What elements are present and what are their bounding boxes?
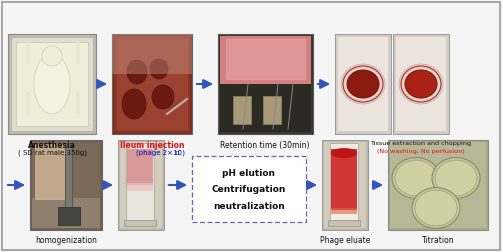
Bar <box>66 145 72 225</box>
Bar <box>126 143 154 225</box>
Bar <box>112 35 192 135</box>
Bar <box>120 142 162 228</box>
Bar <box>331 149 357 210</box>
Text: Titration: Titration <box>422 235 454 244</box>
FancyBboxPatch shape <box>192 156 306 222</box>
Text: neutralization: neutralization <box>213 201 285 210</box>
Bar <box>8 35 96 135</box>
Ellipse shape <box>341 65 385 105</box>
Ellipse shape <box>405 71 437 99</box>
Text: Anesthesia: Anesthesia <box>28 140 76 149</box>
Bar <box>328 220 360 226</box>
Bar <box>263 97 281 124</box>
Bar <box>11 38 93 132</box>
Text: 11: 11 <box>174 150 180 155</box>
Bar <box>338 38 388 132</box>
Ellipse shape <box>150 60 168 80</box>
Bar <box>76 93 80 115</box>
Bar <box>388 140 488 230</box>
Polygon shape <box>117 40 187 130</box>
Bar <box>32 142 100 228</box>
Text: Ileum injection: Ileum injection <box>120 140 184 149</box>
Ellipse shape <box>392 158 440 199</box>
Text: ( SD rat male,350g): ( SD rat male,350g) <box>18 148 87 155</box>
Text: (No washing, No perfusion): (No washing, No perfusion) <box>377 148 465 153</box>
Bar <box>58 207 80 225</box>
Bar <box>16 43 88 127</box>
Bar <box>322 140 368 230</box>
Bar <box>65 145 73 225</box>
Bar <box>233 97 251 124</box>
Bar <box>393 35 449 135</box>
Bar <box>220 85 311 133</box>
Bar <box>26 93 30 115</box>
Text: (phage 2×10: (phage 2×10 <box>136 148 182 155</box>
Bar <box>331 208 357 214</box>
Polygon shape <box>226 40 305 80</box>
Bar <box>220 37 311 85</box>
Ellipse shape <box>127 61 147 85</box>
Text: homogenization: homogenization <box>35 235 97 244</box>
Bar <box>127 183 153 191</box>
Bar <box>114 37 190 133</box>
Bar <box>390 142 486 228</box>
Ellipse shape <box>412 188 460 229</box>
Ellipse shape <box>415 191 457 226</box>
Bar <box>26 43 30 65</box>
Text: pH elution: pH elution <box>222 168 276 177</box>
Bar <box>127 149 153 185</box>
Bar <box>118 140 164 230</box>
Ellipse shape <box>347 71 379 99</box>
Ellipse shape <box>395 161 437 196</box>
Bar <box>112 35 192 75</box>
Ellipse shape <box>331 148 357 158</box>
Ellipse shape <box>399 65 443 105</box>
Bar <box>335 35 391 135</box>
Bar <box>330 143 358 225</box>
Text: Phage eluate: Phage eluate <box>320 235 370 244</box>
Text: Retention time (30min): Retention time (30min) <box>220 140 310 149</box>
Ellipse shape <box>122 90 146 119</box>
Bar <box>35 144 65 200</box>
Ellipse shape <box>42 47 62 67</box>
Bar <box>218 35 313 135</box>
Ellipse shape <box>435 161 477 196</box>
Bar <box>32 198 100 228</box>
Bar <box>396 38 446 132</box>
Text: ): ) <box>180 148 185 155</box>
Bar <box>324 142 366 228</box>
Bar <box>30 140 102 230</box>
Ellipse shape <box>34 55 70 115</box>
Text: Tissue extraction and chopping: Tissue extraction and chopping <box>370 140 471 145</box>
Text: Centrifugation: Centrifugation <box>212 185 286 194</box>
Bar <box>76 43 80 65</box>
Bar <box>124 220 156 226</box>
FancyBboxPatch shape <box>2 3 500 250</box>
Ellipse shape <box>432 158 480 199</box>
Ellipse shape <box>152 86 174 110</box>
